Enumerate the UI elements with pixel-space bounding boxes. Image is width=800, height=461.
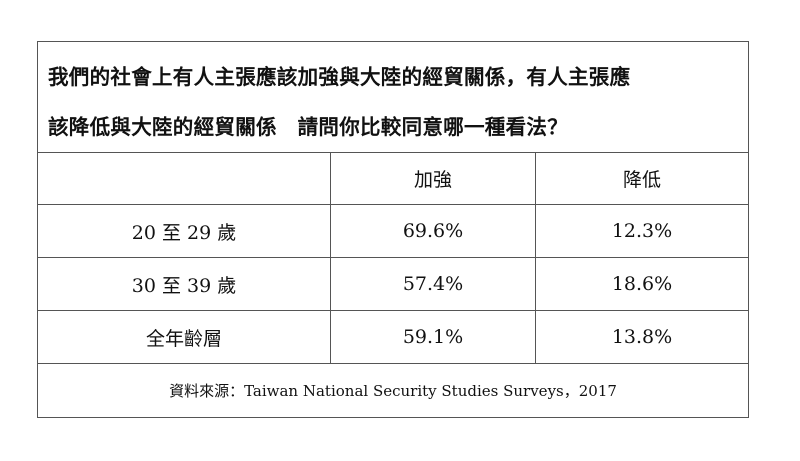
cell-all-ages-reduce: 13.8% — [535, 311, 748, 364]
row-label-20-29: 20 至 29 歲 — [38, 205, 330, 258]
header-reduce: 降低 — [535, 153, 748, 205]
source-note: 資料來源：Taiwan National Security Studies Su… — [169, 382, 617, 400]
cell-all-ages-strengthen: 59.1% — [330, 311, 535, 364]
question-line-1: 我們的社會上有人主張應該加強與大陸的經貿關係，有人主張應 — [48, 65, 631, 89]
cell-20-29-strengthen: 69.6% — [330, 205, 535, 258]
survey-table: 我們的社會上有人主張應該加強與大陸的經貿關係，有人主張應 該降低與大陸的經貿關係… — [37, 41, 749, 418]
header-empty-cell — [38, 153, 330, 205]
row-label-all-ages: 全年齡層 — [38, 311, 330, 364]
question-cell: 我們的社會上有人主張應該加強與大陸的經貿關係，有人主張應 該降低與大陸的經貿關係… — [38, 42, 748, 153]
cell-20-29-reduce: 12.3% — [535, 205, 748, 258]
cell-30-39-reduce: 18.6% — [535, 258, 748, 311]
header-strengthen: 加強 — [330, 153, 535, 205]
cell-30-39-strengthen: 57.4% — [330, 258, 535, 311]
question-line-2: 該降低與大陸的經貿關係 請問你比較同意哪一種看法？ — [48, 115, 568, 139]
results-grid: 加強 降低 20 至 29 歲 69.6% 12.3% 30 至 39 歲 57… — [38, 153, 748, 364]
row-label-30-39: 30 至 39 歲 — [38, 258, 330, 311]
